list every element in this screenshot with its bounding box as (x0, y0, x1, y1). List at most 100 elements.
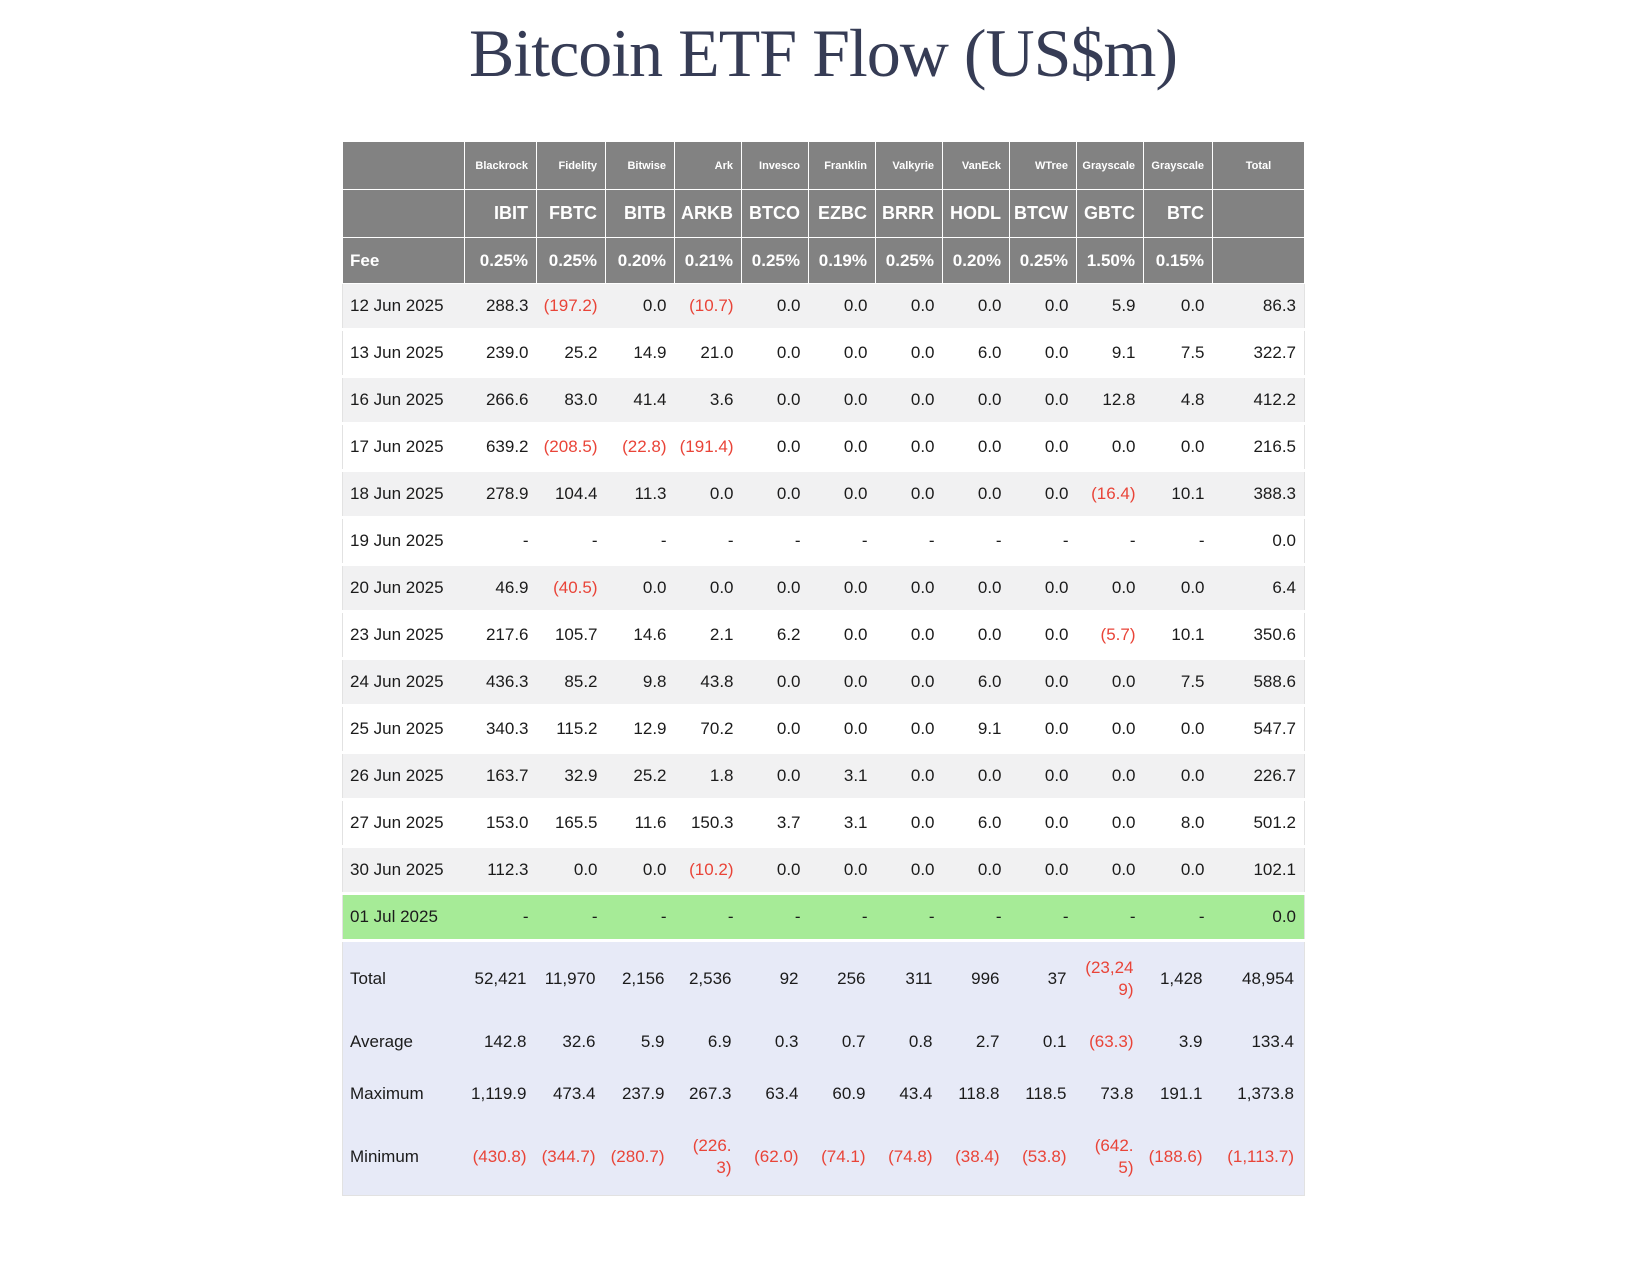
ticker-header: BTCO (741, 189, 809, 238)
summary-value: 1,428 (1143, 940, 1213, 1017)
summary-value: (63.3) (1076, 1016, 1144, 1069)
row-total-cell: 0.0 (1212, 893, 1305, 942)
date-cell: 13 Jun 2025 (342, 329, 465, 378)
date-cell: 17 Jun 2025 (342, 423, 465, 472)
flow-cell: 0.0 (741, 283, 809, 331)
row-total-cell: 350.6 (1212, 611, 1305, 660)
flow-cell: 0.0 (875, 752, 943, 801)
flow-cell: (208.5) (536, 423, 606, 472)
flow-cell: 1.8 (674, 752, 742, 801)
flow-cell: 278.9 (464, 470, 537, 519)
flow-cell: 0.0 (808, 376, 876, 425)
flow-cell: (16.4) (1076, 470, 1144, 519)
flow-cell: 41.4 (605, 376, 675, 425)
flow-cell: 163.7 (464, 752, 537, 801)
summary-value: (430.8) (464, 1120, 537, 1196)
flow-cell: 0.0 (1009, 470, 1077, 519)
provider-header: Franklin (808, 141, 876, 190)
summary-value: 0.3 (741, 1016, 809, 1069)
fee-value: 0.25% (464, 237, 537, 284)
flow-cell: 0.0 (1076, 752, 1144, 801)
ticker-header: EZBC (808, 189, 876, 238)
flow-cell: 14.9 (605, 329, 675, 378)
flow-cell: 239.0 (464, 329, 537, 378)
flow-cell: (40.5) (536, 564, 606, 613)
flow-cell: 0.0 (808, 705, 876, 754)
flow-cell: 0.0 (1076, 658, 1144, 707)
flow-cell: 0.0 (875, 283, 943, 331)
summary-value: (62.0) (741, 1120, 809, 1196)
flow-cell: 0.0 (875, 799, 943, 848)
date-cell: 18 Jun 2025 (342, 470, 465, 519)
flow-cell: 0.0 (875, 846, 943, 895)
summary-value: (344.7) (536, 1120, 606, 1196)
flow-cell: 32.9 (536, 752, 606, 801)
flow-cell: - (808, 517, 876, 566)
flow-cell: (10.2) (674, 846, 742, 895)
flow-cell: 0.0 (1076, 705, 1144, 754)
flow-cell: 0.0 (942, 470, 1010, 519)
flow-cell: 0.0 (741, 329, 809, 378)
flow-cell: 0.0 (942, 283, 1010, 331)
summary-row: Total 52,421 11,970 2,156 2,536 92 256 311 996 37… (342, 940, 1305, 1017)
flow-cell: 7.5 (1143, 329, 1213, 378)
flow-cell: - (536, 893, 606, 942)
date-cell: 25 Jun 2025 (342, 705, 465, 754)
flow-cell: - (875, 517, 943, 566)
date-cell: 30 Jun 2025 (342, 846, 465, 895)
date-cell: 26 Jun 2025 (342, 752, 465, 801)
flow-cell: 12.9 (605, 705, 675, 754)
corner-cell (342, 189, 465, 238)
flow-cell: 165.5 (536, 799, 606, 848)
flow-cell: 85.2 (536, 658, 606, 707)
total-column-spacer (1212, 237, 1305, 284)
summary-value: 3.9 (1143, 1016, 1213, 1069)
total-column-header: Total (1212, 141, 1305, 190)
row-total-cell: 501.2 (1212, 799, 1305, 848)
flow-cell: 10.1 (1143, 470, 1213, 519)
flow-cell: 6.0 (942, 329, 1010, 378)
flow-cell: - (1143, 893, 1213, 942)
ticker-header: BTC (1143, 189, 1213, 238)
row-total-cell: 588.6 (1212, 658, 1305, 707)
flow-cell: - (674, 893, 742, 942)
flow-cell: 3.6 (674, 376, 742, 425)
flow-cell: - (808, 893, 876, 942)
flow-cell: 288.3 (464, 283, 537, 331)
flow-cell: 0.0 (741, 752, 809, 801)
flow-cell: 0.0 (942, 376, 1010, 425)
flow-cell: 105.7 (536, 611, 606, 660)
flow-cell: 9.1 (1076, 329, 1144, 378)
flow-cell: 83.0 (536, 376, 606, 425)
flow-cell: 0.0 (605, 846, 675, 895)
flow-cell: 25.2 (536, 329, 606, 378)
flow-cell: 0.0 (875, 423, 943, 472)
row-total-cell: 412.2 (1212, 376, 1305, 425)
flow-cell: 7.5 (1143, 658, 1213, 707)
summary-value: (38.4) (942, 1120, 1010, 1196)
flow-cell: 0.0 (741, 376, 809, 425)
row-total-cell: 226.7 (1212, 752, 1305, 801)
fee-value: 0.25% (741, 237, 809, 284)
summary-value: 73.8 (1076, 1068, 1144, 1121)
flow-cell: - (741, 517, 809, 566)
flow-cell: 0.0 (808, 423, 876, 472)
flow-cell: - (1076, 517, 1144, 566)
ticker-header: IBIT (464, 189, 537, 238)
flow-cell: - (875, 893, 943, 942)
flow-cell: 21.0 (674, 329, 742, 378)
flow-cell: 0.0 (741, 564, 809, 613)
flow-cell: 0.0 (605, 283, 675, 331)
summary-value: (74.1) (808, 1120, 876, 1196)
summary-value: 60.9 (808, 1068, 876, 1121)
provider-header: Invesco (741, 141, 809, 190)
flow-cell: 43.8 (674, 658, 742, 707)
flow-cell: 115.2 (536, 705, 606, 754)
flow-cell: (22.8) (605, 423, 675, 472)
flow-cell: 3.1 (808, 752, 876, 801)
flow-cell: 46.9 (464, 564, 537, 613)
summary-value: 43.4 (875, 1068, 943, 1121)
flow-cell: 0.0 (875, 376, 943, 425)
summary-value: (53.8) (1009, 1120, 1077, 1196)
flow-cell: - (1076, 893, 1144, 942)
